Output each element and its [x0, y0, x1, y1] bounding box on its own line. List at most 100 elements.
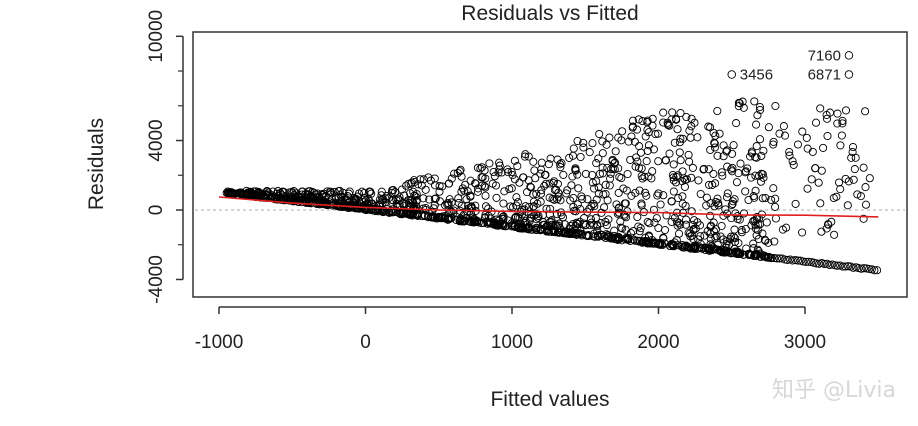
residual-point	[476, 164, 485, 173]
residual-point	[832, 192, 841, 201]
residual-point	[377, 187, 386, 196]
residual-point	[705, 180, 714, 189]
residual-point	[668, 108, 677, 117]
residual-point	[602, 232, 612, 241]
residual-point	[728, 197, 737, 206]
residual-point	[583, 195, 592, 204]
residual-point	[555, 219, 564, 228]
residual-point	[419, 194, 428, 203]
residual-point	[669, 187, 678, 196]
residual-point	[435, 181, 444, 191]
residual-point	[621, 199, 630, 208]
residual-point	[770, 254, 779, 263]
residual-point	[638, 238, 647, 247]
residual-point	[608, 164, 617, 174]
residual-point	[512, 193, 521, 202]
residual-point	[643, 116, 652, 125]
residual-point	[719, 246, 728, 255]
residual-point	[626, 155, 635, 164]
residual-point	[276, 188, 285, 198]
residual-point	[389, 186, 398, 195]
residual-point	[608, 156, 617, 166]
residual-point	[529, 202, 538, 211]
residual-point	[743, 164, 752, 173]
residual-point	[752, 212, 761, 222]
residual-point	[793, 256, 803, 265]
residual-point	[799, 257, 808, 266]
residual-point	[622, 186, 631, 195]
residual-point	[654, 157, 663, 166]
residual-point	[303, 194, 312, 203]
residual-point	[704, 165, 713, 174]
residual-point	[381, 198, 390, 207]
residual-point	[529, 197, 538, 206]
residual-point	[601, 180, 610, 189]
residual-point	[779, 122, 788, 131]
residual-point	[522, 188, 532, 197]
residual-point	[722, 193, 732, 202]
residual-point	[617, 174, 626, 183]
residual-point	[494, 168, 503, 177]
residual-point	[549, 221, 558, 230]
residual-point	[452, 215, 461, 225]
residual-point	[649, 205, 658, 214]
residual-point	[758, 194, 767, 203]
x-tick-label: 3000	[784, 332, 826, 353]
residual-point	[747, 147, 756, 156]
residual-point	[713, 106, 722, 116]
residual-point	[510, 156, 519, 165]
residual-point	[709, 169, 718, 178]
residual-point	[752, 120, 761, 129]
residual-point	[520, 214, 529, 223]
residual-point	[556, 163, 565, 172]
residual-point	[731, 209, 740, 218]
residual-point	[659, 118, 668, 127]
residual-point	[772, 254, 781, 263]
residual-point	[540, 181, 549, 190]
residual-point	[297, 190, 306, 199]
residual-point	[761, 193, 770, 203]
residual-point	[693, 133, 702, 142]
residual-point	[443, 200, 452, 209]
residual-point	[554, 228, 564, 237]
residual-point	[865, 174, 874, 183]
residual-point	[693, 244, 702, 253]
residual-point	[546, 154, 555, 163]
residual-point	[336, 190, 345, 199]
residual-point	[728, 167, 737, 176]
residual-point	[295, 192, 304, 202]
residual-point	[255, 191, 264, 200]
residual-point	[671, 178, 681, 187]
residual-point	[775, 129, 784, 138]
residual-point	[651, 130, 660, 139]
residual-point	[812, 259, 821, 268]
residual-point	[424, 213, 433, 222]
residual-point	[585, 148, 594, 157]
residual-point	[267, 192, 276, 201]
residual-point	[598, 163, 607, 172]
residual-point	[556, 196, 565, 205]
residual-point	[406, 189, 415, 198]
residual-point	[511, 213, 520, 222]
residual-point	[719, 211, 728, 220]
residual-point	[548, 194, 557, 203]
residual-point	[547, 217, 556, 227]
residual-point	[759, 146, 768, 155]
residual-point	[473, 187, 482, 196]
residual-point	[711, 179, 720, 188]
residual-point	[559, 170, 568, 179]
residual-point	[688, 163, 697, 172]
residual-point	[559, 229, 568, 238]
residual-point	[553, 195, 562, 204]
residual-point	[756, 252, 766, 261]
residual-point	[710, 143, 719, 152]
residual-point	[798, 127, 807, 136]
residual-point	[682, 215, 691, 224]
residual-point	[802, 133, 811, 142]
residual-point	[567, 181, 576, 190]
residual-point	[532, 189, 541, 198]
residual-point	[599, 232, 608, 241]
residual-point	[662, 211, 671, 220]
residual-point	[611, 147, 620, 156]
residual-point	[643, 217, 652, 226]
